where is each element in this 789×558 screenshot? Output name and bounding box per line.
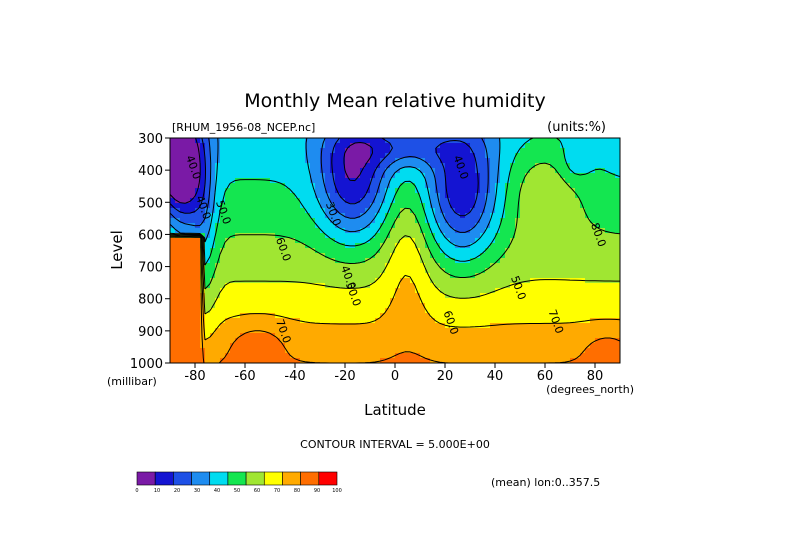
colorbar-swatch: [245, 471, 265, 486]
colorbar-swatch: [136, 471, 156, 486]
y-tick-label: 500: [138, 196, 163, 211]
colorbar-swatch: [318, 471, 338, 486]
source-label: [RHUM_1956-08_NCEP.nc]: [172, 121, 315, 134]
colorbar-label: 50: [234, 488, 240, 494]
colorbar-label: 70: [274, 488, 280, 494]
plot-area: 40.040.0 50.060.030.040.050.040.050.060.0…: [170, 138, 620, 363]
colorbar-label: 30: [194, 488, 200, 494]
contour-line: [170, 138, 501, 248]
x-tick-label: -80: [184, 369, 205, 384]
colorbar-label: 60: [254, 488, 260, 494]
x-tick-label: 40: [487, 369, 504, 384]
x-axis-label: Latitude: [364, 401, 426, 419]
x-units: (degrees_north): [546, 383, 634, 396]
y-tick-label: 600: [138, 228, 163, 243]
y-tick-label: 400: [138, 164, 163, 179]
colorbar-swatch: [282, 471, 301, 486]
x-tick-label: -40: [284, 369, 305, 384]
x-tick-label: 0: [391, 369, 399, 384]
contour-lines: [170, 138, 620, 363]
colorbar-label: 20: [174, 488, 180, 494]
contour-line: [170, 162, 620, 290]
y-tick-label: 900: [138, 325, 163, 340]
x-axis: -80 -60 -40 -20 0 20 40 60 80: [184, 363, 603, 384]
contour-line: [170, 138, 489, 233]
contour-line: [170, 234, 620, 315]
x-tick-label: 60: [537, 369, 554, 384]
y-axis-label: Level: [108, 230, 126, 270]
y-axis: 300 400 500 600 700 800 900 1000: [130, 132, 170, 372]
x-tick-label: -20: [334, 369, 355, 384]
chart-title: Monthly Mean relative humidity: [244, 90, 546, 112]
y-tick-label: 1000: [130, 357, 163, 372]
x-tick-label: 80: [587, 369, 604, 384]
contour-line: [170, 138, 620, 266]
colorbar-swatch: [191, 471, 211, 486]
footer-mean-lon: (mean) lon:0..357.5: [491, 476, 600, 489]
colorbar-swatch: [263, 471, 283, 486]
colorbar-swatch: [173, 471, 192, 486]
x-tick-label: 20: [437, 369, 454, 384]
colorbar-label: 40: [214, 488, 220, 494]
y-units: (millibar): [107, 375, 157, 388]
colorbar-label: 10: [154, 488, 160, 494]
colorbar-swatch: [227, 471, 247, 486]
colorbar-swatch: [209, 471, 229, 486]
colorbar-swatch: [154, 471, 174, 486]
colorbar-label: 90: [314, 488, 320, 494]
y-tick-label: 700: [138, 261, 163, 276]
colorbar-swatch: [300, 471, 320, 486]
colorbar: 0 10 20 30 40 50 60 70 80 90 100: [135, 471, 342, 494]
contour-interval: CONTOUR INTERVAL = 5.000E+00: [300, 438, 490, 451]
x-tick-label: -60: [234, 369, 255, 384]
colorbar-label: 80: [294, 488, 300, 494]
units-label: (units:%): [547, 120, 606, 135]
colorbar-label: 100: [332, 488, 342, 494]
contour-line: [170, 138, 373, 204]
y-tick-label: 300: [138, 132, 163, 147]
colorbar-label: 0: [135, 488, 138, 494]
y-tick-label: 800: [138, 293, 163, 308]
contour-line: [170, 138, 479, 217]
contour-line: [170, 235, 620, 341]
